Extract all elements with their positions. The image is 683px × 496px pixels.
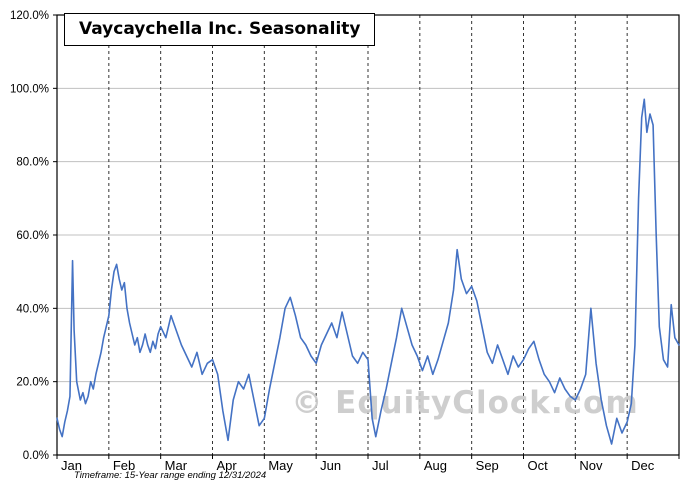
x-month-label: Jan <box>61 458 82 473</box>
series-layer <box>56 98 680 445</box>
y-tick-label: 100.0% <box>10 83 49 95</box>
watermark-layer: © EquityClock.com <box>291 385 638 421</box>
x-month-label: Oct <box>528 458 549 473</box>
seasonality-series-line <box>56 98 680 445</box>
x-month-label: Feb <box>113 458 135 473</box>
gridlines <box>57 15 679 455</box>
timeframe-note: Timeframe: 15-Year range ending 12/31/20… <box>74 470 267 481</box>
y-tick-label: 80.0% <box>16 157 49 169</box>
equityclock-watermark: © EquityClock.com <box>291 385 638 421</box>
x-month-label: Jul <box>372 458 389 473</box>
y-tick-label: 0.0% <box>23 450 49 462</box>
x-month-label: Apr <box>217 458 238 473</box>
x-month-label: Jun <box>320 458 341 473</box>
y-tick-label: 60.0% <box>16 230 49 242</box>
x-month-label: Aug <box>424 458 447 473</box>
x-month-label: Sep <box>476 458 499 473</box>
x-month-label: Mar <box>165 458 188 473</box>
x-month-label: Dec <box>631 458 655 473</box>
y-tick-label: 40.0% <box>16 303 49 315</box>
x-month-label: Nov <box>579 458 603 473</box>
chart-title: Vaycaychella Inc. Seasonality <box>64 13 376 46</box>
x-month-label: May <box>268 458 293 473</box>
y-tick-label: 20.0% <box>16 377 49 389</box>
y-tick-label: 120.0% <box>10 10 49 22</box>
axis-labels: 0.0% 20.0% 40.0% 60.0% 80.0% 100.0% 120.0% Jan F… <box>10 10 655 473</box>
